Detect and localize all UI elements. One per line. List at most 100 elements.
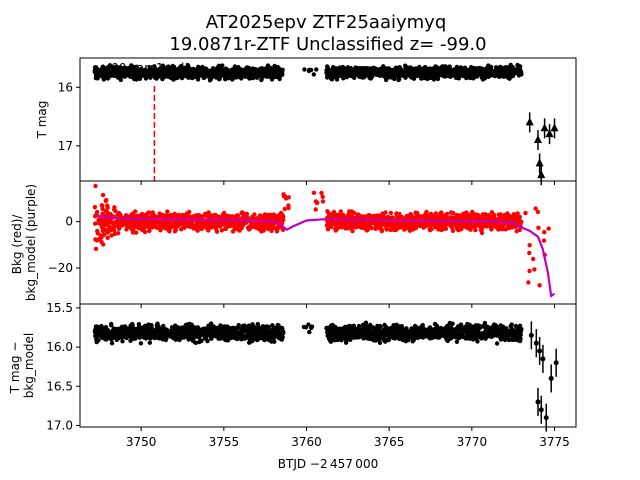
- data-point: [193, 70, 199, 76]
- data-point: [133, 336, 138, 341]
- data-point: [271, 66, 277, 71]
- data-point: [515, 62, 520, 68]
- data-point: [461, 211, 466, 216]
- data-point: [265, 325, 271, 330]
- data-point: [361, 226, 367, 231]
- data-point: [338, 209, 343, 214]
- data-point: [264, 222, 270, 227]
- y-tick-label: 17: [58, 139, 73, 153]
- data-point: [403, 75, 408, 80]
- data-point: [337, 65, 342, 70]
- data-point: [228, 220, 233, 226]
- data-point: [201, 71, 206, 76]
- data-point: [433, 67, 438, 72]
- data-point: [536, 225, 541, 230]
- data-point: [209, 332, 215, 337]
- data-point: [532, 267, 537, 272]
- data-point: [158, 331, 163, 337]
- data-point: [546, 226, 551, 231]
- data-point: [120, 339, 125, 344]
- data-point: [169, 325, 175, 330]
- data-point: [356, 68, 361, 73]
- data-point: [248, 72, 253, 77]
- data-point: [271, 216, 276, 222]
- data-point: [428, 72, 433, 77]
- data-point: [172, 71, 177, 76]
- data-point: [247, 334, 253, 339]
- data-point: [319, 190, 324, 196]
- data-point: [237, 228, 242, 233]
- chart-title-line-2: 19.0871r-ZTF Unclassified z= -99.0: [169, 34, 486, 55]
- data-point: [153, 67, 158, 72]
- data-point: [93, 221, 98, 226]
- data-point: [187, 68, 193, 73]
- data-point: [474, 66, 479, 71]
- data-point: [257, 73, 262, 78]
- data-point: [114, 66, 119, 72]
- data-point: [146, 326, 151, 331]
- data-point: [105, 73, 110, 78]
- data-point: [382, 322, 387, 328]
- data-point: [426, 67, 431, 72]
- data-point: [511, 71, 516, 77]
- data-point: [183, 69, 188, 75]
- data-point: [325, 227, 331, 232]
- data-point: [162, 213, 167, 218]
- data-point: [457, 69, 463, 74]
- data-point: [94, 209, 100, 215]
- data-point: [195, 221, 201, 226]
- data-point: [134, 64, 139, 70]
- data-point: [272, 73, 278, 79]
- data-point: [109, 341, 115, 346]
- data-point: [269, 228, 274, 234]
- data-point: [407, 228, 413, 233]
- data-point: [149, 323, 154, 328]
- data-point: [424, 209, 429, 215]
- data-point: [328, 72, 333, 77]
- data-point: [447, 64, 452, 69]
- data-point: [314, 200, 319, 205]
- data-point: [431, 222, 436, 228]
- data-point: [105, 203, 110, 208]
- data-point: [127, 327, 133, 333]
- data-point: [514, 229, 519, 234]
- data-point: [152, 64, 157, 69]
- data-point: [390, 70, 395, 76]
- data-point: [239, 337, 244, 342]
- data-point: [133, 223, 139, 229]
- data-point: [192, 74, 197, 80]
- data-point: [403, 63, 408, 68]
- data-point: [216, 72, 222, 77]
- data-point: [335, 220, 341, 225]
- data-point: [503, 212, 508, 218]
- data-point: [370, 67, 376, 72]
- data-point: [490, 72, 495, 78]
- data-point: [237, 330, 242, 335]
- panel-1-points: [92, 62, 559, 186]
- data-point: [244, 211, 250, 217]
- data-point: [159, 224, 164, 229]
- data-point: [156, 71, 161, 76]
- data-point: [222, 324, 227, 329]
- data-point: [162, 330, 168, 335]
- data-point: [93, 246, 99, 252]
- data-point: [239, 70, 244, 75]
- data-point: [362, 214, 367, 219]
- data-point: [254, 332, 259, 337]
- data-point: [462, 73, 468, 78]
- data-point: [209, 225, 214, 230]
- data-point: [177, 67, 182, 72]
- data-point: [105, 235, 110, 240]
- data-point: [320, 194, 325, 199]
- data-point: [412, 226, 417, 231]
- data-point: [411, 76, 417, 81]
- data-point: [140, 71, 145, 76]
- data-point: [166, 64, 171, 69]
- data-point: [224, 68, 230, 74]
- data-point: [338, 213, 344, 218]
- data-point: [348, 213, 353, 218]
- data-point: [350, 70, 355, 76]
- data-point: [207, 78, 213, 83]
